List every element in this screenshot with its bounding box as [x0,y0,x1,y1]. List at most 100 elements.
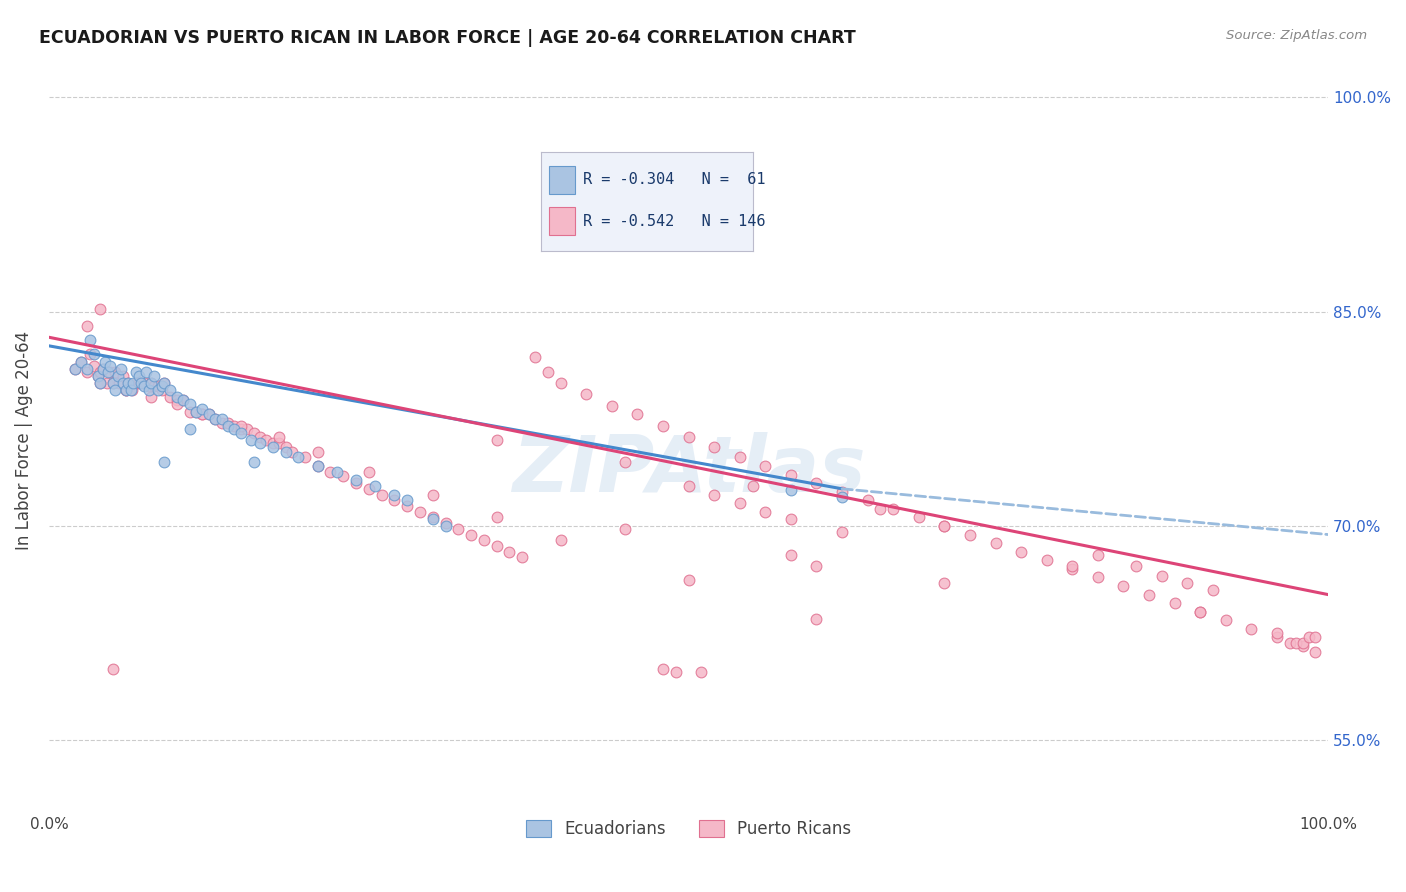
Point [524,351,547,365]
Point [434,519,457,533]
Point [1305,631,1327,645]
Point [1177,576,1199,591]
Point [422,487,444,501]
Point [396,493,419,508]
Point [86,368,108,383]
Point [146,379,169,393]
Text: R = -0.304   N =  61: R = -0.304 N = 61 [583,172,766,187]
Point [447,522,470,536]
Point [184,404,207,418]
Point [728,450,751,465]
Point [179,404,201,418]
Point [703,487,725,501]
Point [613,455,636,469]
Point [142,368,165,383]
Point [613,522,636,536]
Point [1062,562,1084,576]
Point [153,376,176,390]
Point [104,365,127,379]
Point [146,383,169,397]
Point [409,505,432,519]
Point [100,365,122,379]
Point [600,399,623,413]
Point [217,416,239,430]
Point [326,465,349,479]
Point [831,491,853,505]
Point [141,376,163,390]
Point [1010,545,1032,559]
Point [1240,622,1263,636]
Point [128,376,150,390]
Point [690,665,713,679]
Point [229,422,252,436]
Point [1062,559,1084,574]
Point [806,476,828,491]
Point [122,376,145,390]
Point [1035,553,1057,567]
Point [652,662,675,676]
Point [159,390,181,404]
Point [166,393,188,408]
Point [63,361,86,376]
Point [1291,639,1313,653]
Point [485,433,508,447]
Point [240,433,263,447]
Point [741,479,763,493]
Point [76,318,98,333]
Point [269,436,291,450]
Point [63,361,86,376]
Point [112,368,135,383]
Point [108,376,131,390]
Point [510,550,533,565]
Point [728,496,751,510]
Point [104,383,127,397]
Point [138,379,160,393]
Point [166,397,188,411]
Point [882,501,904,516]
Point [678,479,700,493]
Point [460,527,482,541]
Point [984,536,1007,550]
Point [150,379,173,393]
Point [472,533,495,548]
Point [1215,613,1237,627]
Point [114,383,136,397]
Text: Source: ZipAtlas.com: Source: ZipAtlas.com [1226,29,1367,42]
Y-axis label: In Labor Force | Age 20-64: In Labor Force | Age 20-64 [15,331,32,549]
Point [370,487,392,501]
Point [242,455,264,469]
Point [287,450,309,465]
Point [1087,570,1109,584]
Point [89,301,111,316]
Point [249,430,271,444]
Point [754,505,776,519]
Point [249,436,271,450]
Point [70,354,93,368]
Point [141,390,163,404]
Point [100,359,122,373]
Point [76,361,98,376]
Point [806,612,828,626]
Point [153,376,176,390]
Point [626,408,648,422]
Point [1189,605,1212,619]
Point [357,482,380,496]
Point [1189,605,1212,619]
Point [101,376,124,390]
Point [422,512,444,526]
Point [179,422,201,436]
Point [89,376,111,390]
Point [678,430,700,444]
Point [97,365,120,379]
Point [179,397,201,411]
Point [357,465,380,479]
Point [91,361,114,376]
Point [307,444,329,458]
Point [382,487,405,501]
Point [1112,579,1135,593]
Point [934,576,956,591]
Point [129,376,152,390]
Point [434,516,457,530]
Point [117,376,139,390]
Point [125,376,148,390]
